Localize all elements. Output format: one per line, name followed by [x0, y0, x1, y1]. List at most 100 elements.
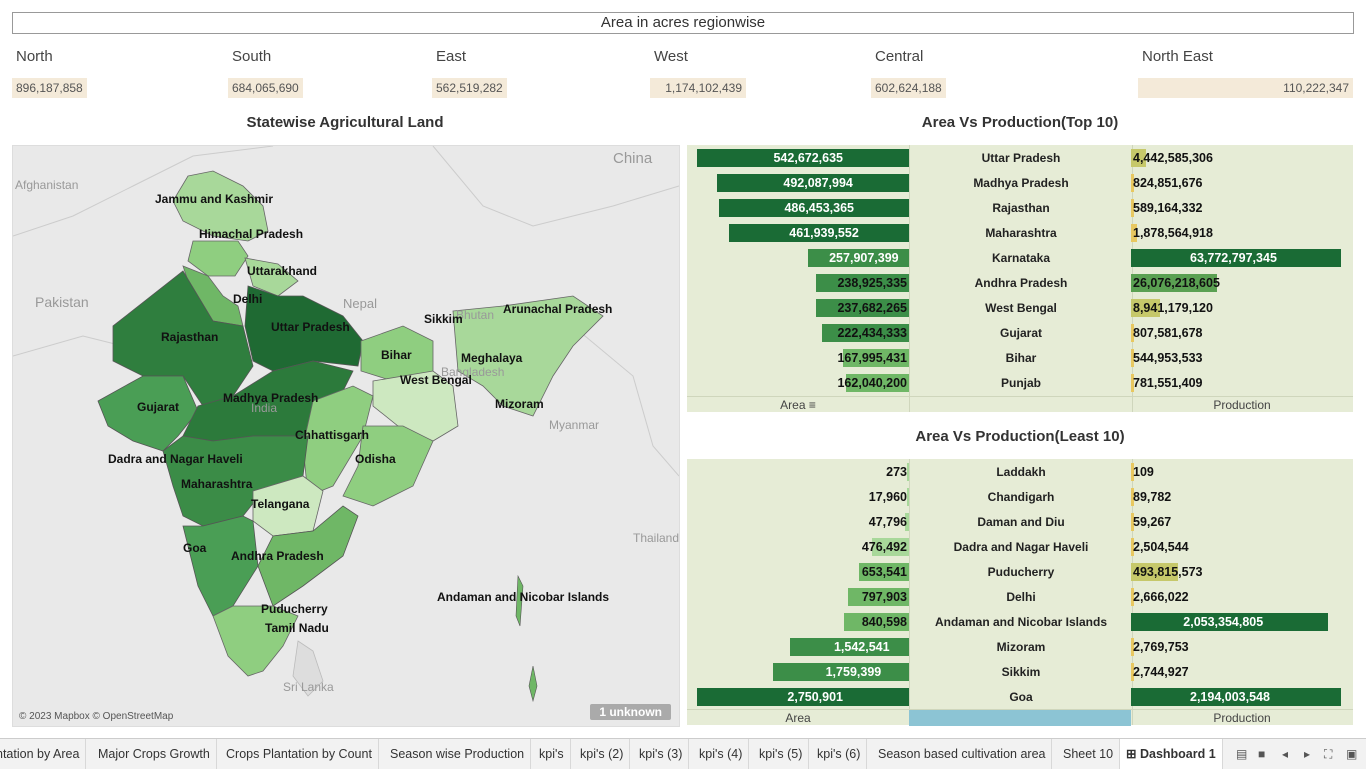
- grid-view-icon[interactable]: ▤: [1236, 747, 1248, 761]
- state-row[interactable]: Chandigarh: [910, 484, 1132, 509]
- state-row[interactable]: Goa: [910, 684, 1132, 709]
- tab-kpis[interactable]: kpi's: [533, 739, 571, 769]
- production-row[interactable]: 2,194,003,548: [1131, 684, 1353, 709]
- area-bar[interactable]: [844, 613, 909, 631]
- production-bar[interactable]: [1131, 563, 1179, 581]
- production-row[interactable]: 1,878,564,918: [1131, 220, 1353, 245]
- production-row[interactable]: 2,504,544: [1131, 534, 1353, 559]
- production-row[interactable]: 63,772,797,345: [1131, 245, 1353, 270]
- production-bar[interactable]: [1131, 588, 1134, 606]
- area-bar[interactable]: [907, 488, 909, 506]
- production-bar[interactable]: [1131, 249, 1341, 267]
- state-row[interactable]: Sikkim: [910, 659, 1132, 684]
- area-row[interactable]: 47,796: [687, 509, 909, 534]
- fullscreen-icon[interactable]: ⛶: [1324, 747, 1333, 761]
- state-row[interactable]: Puducherry: [910, 559, 1132, 584]
- area-bar[interactable]: [845, 374, 909, 392]
- production-bar[interactable]: [1131, 663, 1134, 681]
- prev-icon[interactable]: ◂: [1282, 747, 1289, 761]
- area-row[interactable]: 237,682,265: [687, 295, 909, 320]
- statewise-map[interactable]: China Afghanistan Pakistan Nepal Bhutan …: [12, 145, 680, 727]
- area-row[interactable]: 162,040,200: [687, 370, 909, 395]
- area-axis-label[interactable]: Area ≡: [687, 396, 909, 413]
- production-bar[interactable]: [1131, 638, 1134, 656]
- production-row[interactable]: 109: [1131, 459, 1353, 484]
- production-row[interactable]: 59,267: [1131, 509, 1353, 534]
- state-row[interactable]: Bihar: [910, 345, 1132, 370]
- production-bar[interactable]: [1131, 224, 1138, 242]
- production-bar[interactable]: [1131, 299, 1161, 317]
- production-bar[interactable]: [1131, 488, 1134, 506]
- area-row[interactable]: 273: [687, 459, 909, 484]
- tab-kpis-4[interactable]: kpi's (4): [693, 739, 750, 769]
- area-bar[interactable]: [697, 149, 909, 167]
- area-row[interactable]: 238,925,335: [687, 270, 909, 295]
- state-row[interactable]: Daman and Diu: [910, 509, 1132, 534]
- area-bar[interactable]: [808, 249, 909, 267]
- production-bar[interactable]: [1131, 688, 1341, 706]
- state-row[interactable]: Karnataka: [910, 245, 1132, 270]
- production-row[interactable]: 2,053,354,805: [1131, 609, 1353, 634]
- production-row[interactable]: 781,551,409: [1131, 370, 1353, 395]
- state-row[interactable]: Laddakh: [910, 459, 1132, 484]
- production-bar[interactable]: [1131, 149, 1146, 167]
- area-row[interactable]: 17,960: [687, 484, 909, 509]
- tab-major-crops-growth[interactable]: Major Crops Growth: [92, 739, 217, 769]
- tab-kpis-2[interactable]: kpi's (2): [574, 739, 631, 769]
- area-row[interactable]: 167,995,431: [687, 345, 909, 370]
- area-bar[interactable]: [907, 463, 909, 481]
- area-bar[interactable]: [790, 638, 909, 656]
- production-row[interactable]: 544,953,533: [1131, 345, 1353, 370]
- area-bar[interactable]: [843, 349, 909, 367]
- stop-icon[interactable]: ■: [1258, 747, 1266, 761]
- area-bar[interactable]: [697, 688, 909, 706]
- area-row[interactable]: 840,598: [687, 609, 909, 634]
- area-row[interactable]: 2,750,901: [687, 684, 909, 709]
- presentation-icon[interactable]: ▣: [1346, 747, 1358, 761]
- state-row[interactable]: Andaman and Nicobar Islands: [910, 609, 1132, 634]
- area-bar[interactable]: [905, 513, 909, 531]
- state-row[interactable]: Madhya Pradesh: [910, 170, 1132, 195]
- state-row[interactable]: Dadra and Nagar Haveli: [910, 534, 1132, 559]
- state-row[interactable]: Mizoram: [910, 634, 1132, 659]
- tab-sheet-10[interactable]: Sheet 10: [1057, 739, 1121, 769]
- tab-season-cultivation-area[interactable]: Season based cultivation area: [872, 739, 1053, 769]
- tab-crops-plantation-count[interactable]: Crops Plantation by Count: [220, 739, 379, 769]
- production-bar[interactable]: [1131, 374, 1134, 392]
- tab-plantation-by-area[interactable]: ntation by Area: [0, 739, 87, 769]
- tab-kpis-3[interactable]: kpi's (3): [633, 739, 690, 769]
- area-bar[interactable]: [773, 663, 909, 681]
- unknown-badge[interactable]: 1 unknown: [590, 704, 671, 720]
- next-icon[interactable]: ▸: [1304, 747, 1311, 761]
- state-row[interactable]: West Bengal: [910, 295, 1132, 320]
- area-row[interactable]: 1,759,399: [687, 659, 909, 684]
- production-bar[interactable]: [1131, 513, 1134, 531]
- area-row[interactable]: 461,939,552: [687, 220, 909, 245]
- area-bar[interactable]: [815, 274, 909, 292]
- area-axis-label[interactable]: Area: [687, 709, 909, 726]
- production-bar[interactable]: [1131, 174, 1134, 192]
- area-bar[interactable]: [858, 563, 909, 581]
- production-row[interactable]: 824,851,676: [1131, 170, 1353, 195]
- state-row[interactable]: Gujarat: [910, 320, 1132, 345]
- production-row[interactable]: 2,744,927: [1131, 659, 1353, 684]
- area-bar[interactable]: [847, 588, 909, 606]
- area-row[interactable]: 257,907,399: [687, 245, 909, 270]
- state-row[interactable]: Andhra Pradesh: [910, 270, 1132, 295]
- state-row[interactable]: Uttar Pradesh: [910, 145, 1132, 170]
- area-row[interactable]: 476,492: [687, 534, 909, 559]
- production-row[interactable]: 589,164,332: [1131, 195, 1353, 220]
- state-row[interactable]: Delhi: [910, 584, 1132, 609]
- production-bar[interactable]: [1131, 538, 1134, 556]
- state-row[interactable]: Punjab: [910, 370, 1132, 395]
- state-row[interactable]: Maharashtra: [910, 220, 1132, 245]
- sort-icon[interactable]: ≡: [808, 398, 816, 412]
- area-row[interactable]: 486,453,365: [687, 195, 909, 220]
- area-row[interactable]: 1,542,541: [687, 634, 909, 659]
- state-axis-highlight[interactable]: [909, 709, 1131, 726]
- production-axis-label[interactable]: Production: [1131, 709, 1353, 726]
- production-row[interactable]: 2,666,022: [1131, 584, 1353, 609]
- tab-season-wise-production[interactable]: Season wise Production: [384, 739, 532, 769]
- area-row[interactable]: 492,087,994: [687, 170, 909, 195]
- top10-chart[interactable]: 542,672,635 492,087,994 486,453,365 461,939…: [687, 145, 1353, 412]
